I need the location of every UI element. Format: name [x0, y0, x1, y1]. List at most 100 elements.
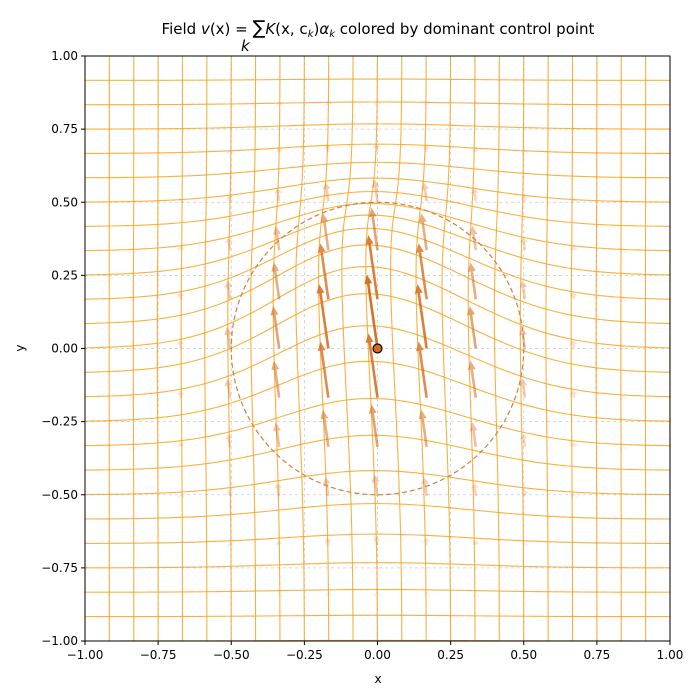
x-tick-label: 0.25: [437, 648, 464, 662]
influence-circle: [230, 201, 525, 496]
influence-circle-group: [230, 201, 525, 496]
vector-arrow: [225, 194, 234, 202]
x-tick-label: 1.00: [657, 648, 684, 662]
y-tick-label: 0.50: [51, 195, 78, 209]
vector-arrow: [569, 292, 578, 300]
y-tick-label: 1.00: [51, 49, 78, 63]
y-tick-label: −0.75: [41, 561, 78, 575]
vector-arrow: [371, 474, 380, 497]
vector-arrow: [176, 442, 185, 447]
vector-arrow: [470, 483, 479, 497]
vector-arrow: [226, 149, 235, 155]
deformed-grid-line-vertical: [570, 56, 574, 641]
deformed-grid-line-horizontal: [85, 190, 670, 227]
vector-arrow: [467, 262, 478, 300]
x-tick-label: −1.00: [67, 648, 104, 662]
deformed-grid-line-vertical: [467, 56, 476, 641]
vector-arrow: [224, 434, 233, 447]
vector-arrow: [619, 248, 628, 254]
x-tick-label: 0.50: [510, 648, 537, 662]
vector-arrow: [472, 101, 481, 106]
vector-arrow: [176, 292, 185, 300]
vector-arrow: [569, 442, 578, 447]
vector-arrow: [317, 341, 330, 398]
vector-arrow: [128, 445, 137, 450]
deformed-grid-line-horizontal: [85, 503, 670, 520]
vector-arrow: [422, 592, 431, 597]
deformed-grid-line-horizontal: [85, 161, 670, 179]
deformed-grid-line-horizontal: [85, 266, 670, 349]
vector-arrow: [420, 477, 429, 497]
vector-arrow: [521, 542, 530, 548]
vector-arrow: [324, 100, 333, 106]
vector-arrow: [422, 144, 431, 153]
vector-arrow: [271, 262, 281, 300]
deformed-grid-line-horizontal: [85, 78, 670, 81]
tick-labels: −1.00−1.00 −0.75 −0.75 −0.50 −0.50 −0.25 −0.25…: [41, 49, 683, 662]
x-axis-label: x: [374, 672, 381, 686]
deformed-grid-line-horizontal: [85, 123, 670, 130]
vector-arrow: [471, 540, 480, 546]
vector-arrow: [368, 404, 379, 447]
vector-arrow: [519, 237, 528, 251]
deformed-grid-line-horizontal: [85, 101, 670, 106]
vector-arrow: [322, 477, 331, 497]
deformed-grid-line-horizontal: [85, 177, 670, 203]
vector-arrow: [422, 537, 431, 546]
vector-arrow: [520, 194, 529, 202]
title-sum-index: k: [241, 37, 251, 55]
vector-arrow: [272, 422, 281, 447]
vector-arrow: [415, 341, 428, 398]
vector-arrow: [569, 245, 578, 251]
vector-arrow: [418, 213, 428, 251]
vector-arrow: [128, 297, 137, 302]
vector-arrow: [274, 483, 283, 497]
vector-arrow: [470, 188, 479, 202]
vector-arrow: [225, 489, 234, 497]
y-axis-label: y: [13, 344, 27, 351]
vector-arrow: [128, 346, 136, 351]
vector-arrow: [371, 179, 380, 202]
chart-title: Field v(x) = ∑K(x, ck)αk colored by domi…: [162, 17, 595, 40]
deformed-grid-line-horizontal: [85, 214, 670, 276]
vector-arrow: [275, 147, 284, 153]
vector-arrow: [226, 542, 235, 548]
vector-arrow: [418, 409, 428, 447]
vector-arrow: [365, 235, 379, 300]
vector-arrow: [373, 591, 382, 597]
deformed-grid-line-vertical: [441, 56, 452, 641]
vector-arrow: [519, 280, 528, 300]
deformed-grid-line-vertical: [415, 56, 427, 641]
vector-arrow: [323, 144, 332, 153]
vector-arrow: [275, 540, 284, 546]
vector-arrow: [224, 237, 233, 251]
deformed-grid-line-horizontal: [85, 202, 670, 252]
vector-arrow: [274, 188, 283, 202]
y-tick-label: −1.00: [41, 634, 78, 648]
vector-arrow: [469, 422, 478, 447]
vector-arrow: [177, 493, 186, 499]
vector-arrow: [619, 346, 628, 351]
deformed-grid-line-horizontal: [85, 244, 670, 325]
control-point-marker: [372, 343, 383, 354]
x-tick-label: 0.75: [584, 648, 611, 662]
deformed-grid-line-horizontal: [85, 143, 670, 154]
vector-arrow: [467, 360, 478, 398]
deformed-grid-line-vertical: [390, 56, 403, 641]
vector-arrow: [471, 147, 480, 153]
vector-arrow: [224, 280, 233, 300]
vector-arrow: [519, 434, 528, 447]
vector-arrow: [272, 225, 281, 251]
vector-arrow: [619, 297, 628, 302]
vector-arrow: [316, 284, 330, 349]
vector-arrow: [271, 360, 281, 398]
vector-arrow: [521, 149, 530, 155]
y-tick-label: 0.75: [51, 122, 78, 136]
vector-arrow: [275, 101, 284, 106]
vector-arrow: [570, 493, 579, 499]
vector-arrow: [365, 333, 379, 398]
y-tick-label: −0.50: [41, 488, 78, 502]
vector-arrows: [128, 100, 628, 598]
deformed-grid: [85, 56, 670, 641]
deformed-grid-line-vertical: [545, 56, 549, 641]
